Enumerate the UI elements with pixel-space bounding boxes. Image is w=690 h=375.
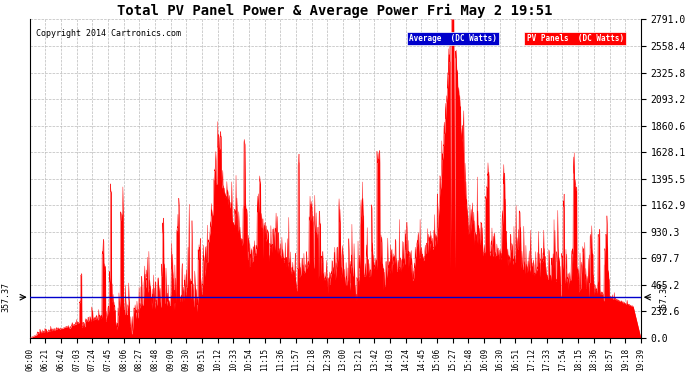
Text: Copyright 2014 Cartronics.com: Copyright 2014 Cartronics.com [36,29,181,38]
Text: 357.37: 357.37 [660,282,669,312]
Title: Total PV Panel Power & Average Power Fri May 2 19:51: Total PV Panel Power & Average Power Fri… [117,4,553,18]
Text: 357.37: 357.37 [2,282,11,312]
Text: Average  (DC Watts): Average (DC Watts) [409,34,497,43]
Text: PV Panels  (DC Watts): PV Panels (DC Watts) [526,34,624,43]
